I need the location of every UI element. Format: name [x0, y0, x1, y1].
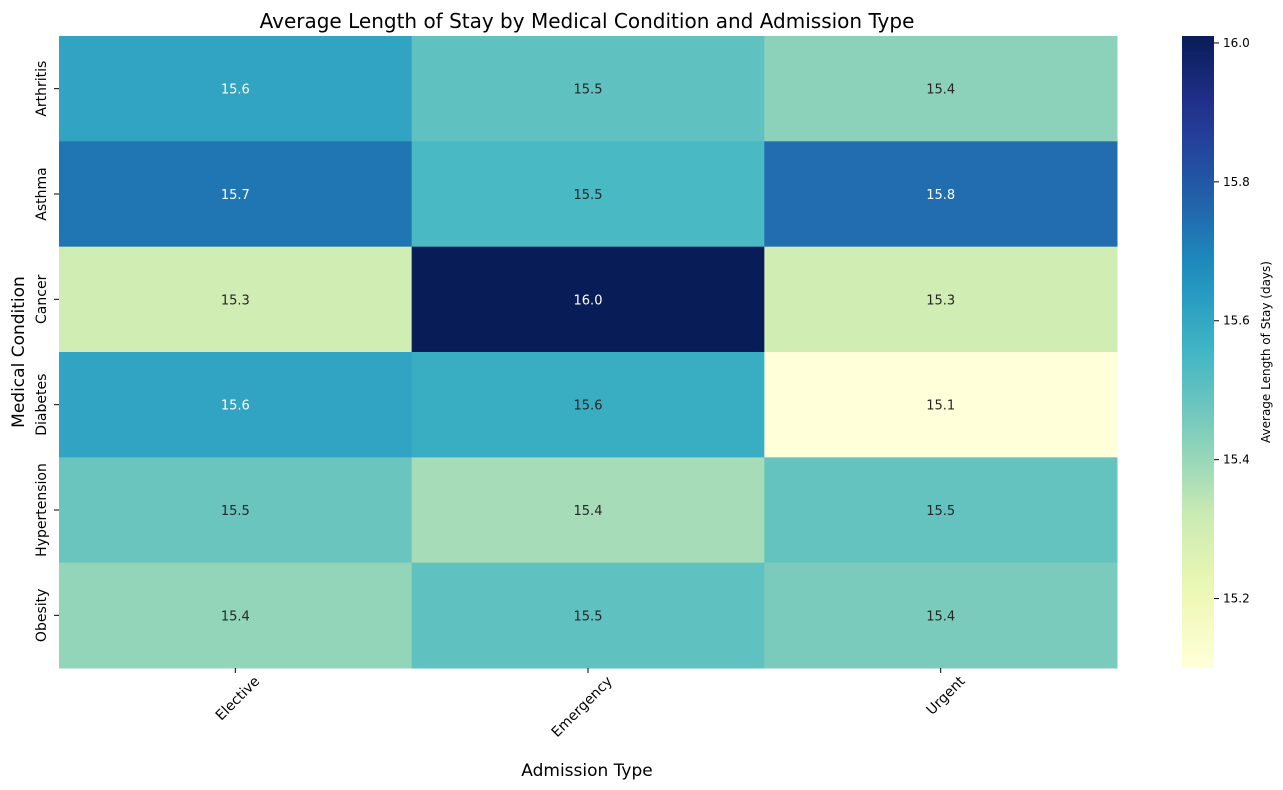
cell-value-label: 15.4 [574, 504, 603, 519]
colorbar-tick-label: 16.0 [1223, 36, 1250, 50]
cell-value-label: 15.5 [926, 504, 955, 519]
heatmap-cell [59, 36, 413, 142]
x-tick-label: Urgent [924, 673, 969, 718]
heatmap-cell [764, 36, 1118, 142]
colorbar-tick-label: 15.8 [1223, 175, 1250, 189]
heatmap-cells: 15.6 15.5 15.4 15.7 15.5 15.8 15.3 16.0 15.3 15.6… [59, 36, 1118, 669]
heatmap-cell [764, 562, 1118, 669]
cell-value-label: 15.1 [926, 399, 955, 414]
heatmap-cell [764, 246, 1118, 353]
x-tick-label: Elective [213, 674, 263, 724]
colorbar-label: Average Length of Stay (days) [1259, 261, 1273, 443]
cell-value-label: 15.4 [926, 83, 955, 98]
cell-value-label: 15.4 [926, 609, 955, 624]
chart-title: Average Length of Stay by Medical Condit… [260, 9, 915, 33]
cell-value-label: 15.6 [221, 399, 250, 414]
heatmap-cell [411, 141, 765, 248]
y-axis-ticks: Arthritis Asthma Cancer Diabetes Hypertensio… [34, 61, 59, 642]
heatmap-cell [59, 562, 413, 669]
y-tick-label: Asthma [34, 167, 50, 220]
cell-value-label: 15.6 [221, 83, 250, 98]
cell-value-label: 15.4 [221, 609, 250, 624]
heatmap-cell [764, 141, 1118, 248]
cell-value-label: 15.5 [574, 609, 603, 624]
y-axis-label: Medical Condition [9, 276, 29, 428]
heatmap-cell [411, 457, 765, 564]
heatmap-cell [764, 352, 1118, 458]
heatmap-cell [411, 562, 765, 669]
colorbar [1182, 36, 1214, 668]
colorbar-tick-label: 15.6 [1223, 314, 1250, 328]
cell-value-label: 15.8 [926, 188, 955, 203]
heatmap-cell [59, 352, 413, 458]
colorbar-tick-label: 15.4 [1223, 453, 1250, 467]
cell-value-label: 15.5 [221, 504, 250, 519]
x-tick-label: Emergency [549, 674, 616, 741]
cell-value-label: 15.7 [221, 188, 250, 203]
heatmap-cell [59, 457, 413, 564]
heatmap-cell [59, 141, 413, 248]
heatmap-cell [59, 246, 413, 353]
cell-value-label: 15.6 [574, 399, 603, 414]
heatmap-cell [764, 457, 1118, 564]
cell-value-label: 15.5 [574, 188, 603, 203]
colorbar-tick-label: 15.2 [1223, 592, 1250, 606]
heatmap-cell [411, 246, 765, 353]
y-tick-label: Obesity [34, 589, 50, 642]
cell-value-label: 16.0 [574, 293, 603, 308]
x-axis-ticks: Elective Emergency Urgent [213, 668, 969, 741]
cell-value-label: 15.3 [221, 293, 250, 308]
y-tick-label: Cancer [34, 274, 50, 324]
x-axis-label: Admission Type [521, 761, 652, 781]
heatmap-cell [411, 36, 765, 142]
cell-value-label: 15.3 [926, 293, 955, 308]
colorbar-ticks: 15.2 15.4 15.6 15.8 16.0 [1214, 36, 1250, 606]
y-tick-label: Arthritis [34, 61, 50, 117]
y-tick-label: Diabetes [34, 374, 50, 436]
y-tick-label: Hypertension [34, 463, 50, 557]
heatmap-cell [411, 352, 765, 458]
cell-value-label: 15.5 [574, 83, 603, 98]
